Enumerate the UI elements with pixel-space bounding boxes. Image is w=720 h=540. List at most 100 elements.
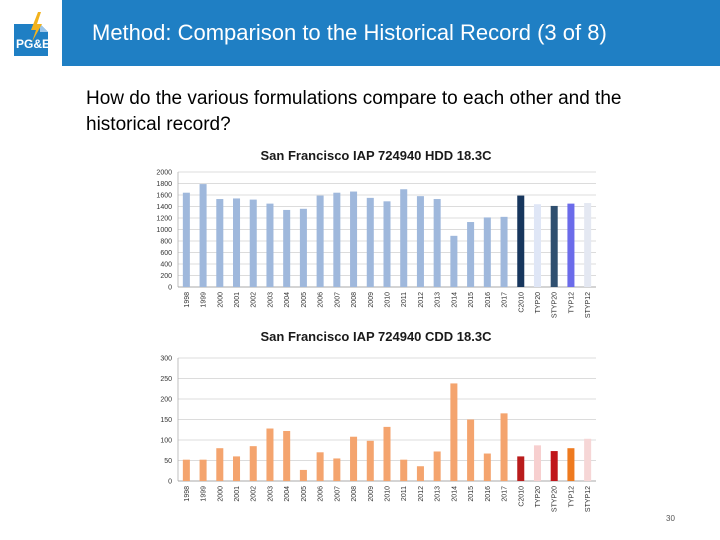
hdd-chart-title: San Francisco IAP 724940 HDD 18.3C: [261, 148, 493, 163]
hdd-y-tick-label: 1200: [156, 216, 172, 223]
cdd-bar-2000: [216, 448, 224, 481]
cdd-bar-1998: [182, 459, 190, 481]
hdd-x-tick-label: 2014: [451, 292, 458, 308]
cdd-x-tick-label: 2007: [334, 486, 341, 502]
hdd-x-tick-label: 2013: [435, 292, 442, 308]
cdd-x-tick-label: 2006: [318, 486, 325, 502]
cdd-x-tick-label: 2010: [385, 486, 392, 502]
hdd-bar-c2010: [517, 195, 525, 287]
cdd-y-tick-label: 300: [160, 356, 172, 363]
hdd-bar-1998: [182, 192, 190, 287]
cdd-y-tick-label: 50: [164, 458, 172, 465]
hdd-bar-2010: [383, 201, 391, 287]
page-number: 30: [666, 514, 675, 523]
cdd-x-tick-label: 2012: [418, 486, 425, 502]
hdd-bar-2012: [416, 196, 424, 287]
pge-logo-graphic: PG&E: [14, 12, 50, 56]
hdd-y-tick-label: 0: [168, 285, 172, 292]
hdd-y-tick-label: 600: [160, 250, 172, 257]
cdd-x-tick-label: 2011: [401, 486, 408, 501]
cdd-bar-2013: [433, 451, 441, 481]
cdd-x-tick-label: 2014: [451, 486, 458, 502]
cdd-x-tick-label: 2005: [301, 486, 308, 502]
cdd-x-tick-label: 1999: [201, 486, 208, 502]
cdd-x-tick-label: STYP12: [585, 486, 592, 512]
hdd-x-tick-label: 1998: [184, 292, 191, 308]
cdd-x-tick-label: TYP20: [535, 486, 542, 508]
cdd-x-tick-label: 2004: [284, 486, 291, 502]
header-band: [62, 0, 720, 66]
cdd-bar-2003: [266, 428, 274, 481]
cdd-bar-2005: [299, 469, 307, 481]
hdd-y-tick-label: 2000: [156, 170, 172, 177]
hdd-bar-2008: [350, 191, 358, 287]
cdd-x-tick-label: 2003: [267, 486, 274, 502]
hdd-bar-2009: [366, 197, 374, 287]
hdd-x-tick-label: 2016: [485, 292, 492, 308]
hdd-x-tick-label: 2017: [502, 292, 509, 308]
cdd-bar-2016: [483, 453, 491, 481]
cdd-bar-2015: [467, 419, 475, 481]
hdd-x-tick-label: 2005: [301, 292, 308, 308]
cdd-y-tick-label: 100: [160, 438, 172, 445]
hdd-x-tick-label: C2010: [518, 292, 525, 313]
slide-question: How do the various formulations compare …: [86, 88, 622, 135]
hdd-y-tick-label: 1000: [156, 227, 172, 234]
hdd-bar-1999: [199, 184, 207, 287]
hdd-bar-2011: [400, 189, 408, 287]
hdd-bar-typ20: [533, 204, 541, 287]
hdd-x-tick-label: 2009: [368, 292, 375, 308]
cdd-x-tick-label: 2002: [251, 486, 258, 502]
hdd-bar-2007: [333, 192, 341, 287]
hdd-x-tick-label: TYP12: [568, 292, 575, 314]
cdd-x-tick-label: 1998: [184, 486, 191, 502]
hdd-x-tick-label: 2001: [234, 292, 241, 308]
cdd-x-tick-label: TYP12: [568, 486, 575, 508]
cdd-x-tick-label: STYP20: [552, 486, 559, 512]
hdd-x-tick-label: 2000: [217, 292, 224, 308]
hdd-y-tick-label: 200: [160, 273, 172, 280]
cdd-x-tick-label: C2010: [518, 486, 525, 507]
cdd-y-tick-label: 200: [160, 397, 172, 404]
cdd-bar-2017: [500, 413, 508, 481]
hdd-bar-2006: [316, 195, 324, 287]
cdd-bar-2001: [233, 456, 241, 481]
cdd-x-tick-label: 2013: [435, 486, 442, 502]
hdd-x-tick-label: 2011: [401, 292, 408, 307]
cdd-bar-2004: [283, 430, 291, 481]
hdd-y-tick-label: 1600: [156, 193, 172, 200]
svg-text:PG&E: PG&E: [16, 37, 50, 51]
cdd-bar-2008: [350, 436, 358, 481]
hdd-bar-2017: [500, 216, 508, 287]
cdd-bar-2012: [416, 466, 424, 481]
hdd-x-tick-label: 2002: [251, 292, 258, 308]
cdd-x-tick-label: 2017: [502, 486, 509, 502]
slide-header: PG&E Method: Comparison to the Historica…: [0, 0, 720, 66]
pge-logo: PG&E: [0, 0, 62, 66]
cdd-bar-2014: [450, 383, 458, 481]
cdd-x-tick-label: 2009: [368, 486, 375, 502]
cdd-bar-2002: [249, 446, 257, 481]
hdd-y-tick-label: 1400: [156, 204, 172, 211]
hdd-y-tick-label: 400: [160, 262, 172, 269]
cdd-x-tick-label: 2016: [485, 486, 492, 502]
cdd-x-tick-label: 2015: [468, 486, 475, 502]
cdd-y-tick-label: 250: [160, 376, 172, 383]
hdd-bar-2004: [283, 209, 291, 287]
hdd-bar-2001: [233, 198, 241, 287]
hdd-x-tick-label: 2008: [351, 292, 358, 308]
hdd-y-tick-label: 1800: [156, 181, 172, 188]
cdd-bar-typ12: [567, 448, 575, 481]
cdd-bar-c2010: [517, 456, 525, 481]
slide-title: Method: Comparison to the Historical Rec…: [92, 20, 607, 45]
cdd-x-tick-label: 2008: [351, 486, 358, 502]
cdd-bar-typ20: [533, 445, 541, 481]
hdd-bar-2005: [299, 208, 307, 287]
hdd-x-tick-label: 2012: [418, 292, 425, 308]
hdd-x-tick-label: 2004: [284, 292, 291, 308]
cdd-bar-2009: [366, 440, 374, 481]
hdd-x-tick-label: TYP20: [535, 292, 542, 314]
hdd-bar-2014: [450, 235, 458, 287]
hdd-bar-styp20: [550, 205, 558, 287]
